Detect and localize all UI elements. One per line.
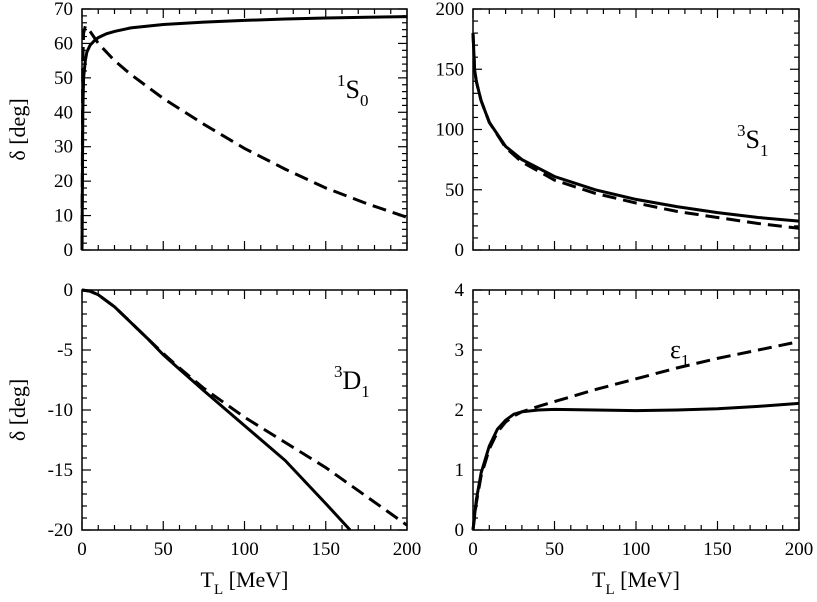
y-tick-label: 3 (455, 340, 465, 361)
series-solid-line (471, 401, 800, 531)
x-tick-label: 0 (77, 539, 87, 560)
panel-label: 3S1 (737, 121, 768, 160)
tick-labels: 0 10 20 30 40 50 60 70 (54, 0, 73, 261)
panel-label-main: D (343, 366, 362, 395)
y-axis-title: δ [deg] (5, 98, 30, 160)
y-tick-label: 70 (54, 0, 73, 20)
tick-labels: 0 50 100 150 200 (436, 0, 465, 261)
panel-label-sup: 3 (334, 362, 343, 381)
y-tick-label: 4 (455, 280, 465, 301)
tick-labels: -20 -15 -10 -5 0 0 50 100 150 200 (48, 280, 422, 560)
x-tick-label: 200 (393, 539, 422, 560)
y-tick-label: 10 (54, 206, 73, 227)
series-dashed-line (80, 23, 408, 251)
curves (471, 33, 800, 230)
panel-label: 1S0 (337, 71, 368, 110)
panel-3S1: 0 50 100 150 200 3S1 (436, 0, 800, 261)
axis-ticks (81, 8, 408, 251)
y-tick-label: -20 (48, 520, 73, 541)
panel-label-sub: 1 (361, 382, 370, 401)
y-tick-label: 60 (54, 33, 73, 54)
axis-ticks (472, 289, 800, 531)
series-dashed-line (81, 288, 408, 527)
panel-label-sub: 1 (681, 351, 690, 370)
panel-label-sup: 1 (337, 71, 346, 90)
series-dashed-line (471, 340, 800, 531)
x-tick-label: 100 (622, 539, 651, 560)
series-solid-line (81, 288, 352, 532)
curves (80, 15, 408, 251)
panel-label-main: ε (670, 335, 681, 364)
plot-frame (81, 8, 408, 251)
y-tick-label: 20 (54, 171, 73, 192)
y-tick-label: 30 (54, 137, 73, 158)
panel-label: ε1 (670, 335, 689, 370)
y-tick-label: 200 (436, 0, 465, 20)
plot-frame (81, 289, 408, 531)
x-axis-title: TL [MeV] (201, 567, 289, 598)
y-tick-label: 2 (455, 400, 465, 421)
x-axis-title: TL [MeV] (592, 567, 680, 598)
x-tick-label: 50 (545, 539, 564, 560)
panel-label-sup: 3 (737, 121, 746, 140)
y-tick-label: 100 (436, 120, 465, 141)
curves (471, 340, 800, 531)
x-tick-label: 100 (230, 539, 259, 560)
y-tick-label: 0 (455, 520, 465, 541)
series-solid-line (80, 15, 408, 251)
y-tick-label: -5 (57, 340, 73, 361)
panel-3D1: -20 -15 -10 -5 0 0 50 100 150 200 δ [deg] TL [MeV… (5, 280, 421, 598)
curves (81, 288, 408, 532)
y-tick-label: 150 (436, 59, 465, 80)
axis-ticks (81, 289, 408, 531)
y-tick-label: -15 (48, 460, 73, 481)
y-tick-label: 1 (455, 460, 465, 481)
panel-label-sub: 0 (360, 91, 369, 110)
y-tick-label: 50 (445, 180, 464, 201)
panel-label-main: S (346, 75, 360, 104)
x-tick-label: 0 (468, 539, 478, 560)
x-tick-label: 150 (312, 539, 341, 560)
axis-ticks (472, 8, 800, 251)
tick-labels: 0 1 2 3 4 0 50 100 150 200 (455, 280, 814, 560)
x-tick-label: 200 (785, 539, 814, 560)
x-tick-label: 50 (154, 539, 173, 560)
y-tick-label: -10 (48, 400, 73, 421)
x-tick-label: 150 (703, 539, 732, 560)
y-tick-label: 0 (64, 280, 74, 301)
series-dashed-line (471, 33, 800, 230)
y-tick-label: 50 (54, 68, 73, 89)
y-axis-title: δ [deg] (5, 379, 30, 441)
panel-label: 3D1 (334, 362, 370, 401)
panel-label-main: S (746, 125, 760, 154)
y-tick-label: 0 (455, 240, 465, 261)
y-tick-label: 0 (64, 240, 74, 261)
panel-label-sub: 1 (760, 141, 769, 160)
y-tick-label: 40 (54, 102, 73, 123)
